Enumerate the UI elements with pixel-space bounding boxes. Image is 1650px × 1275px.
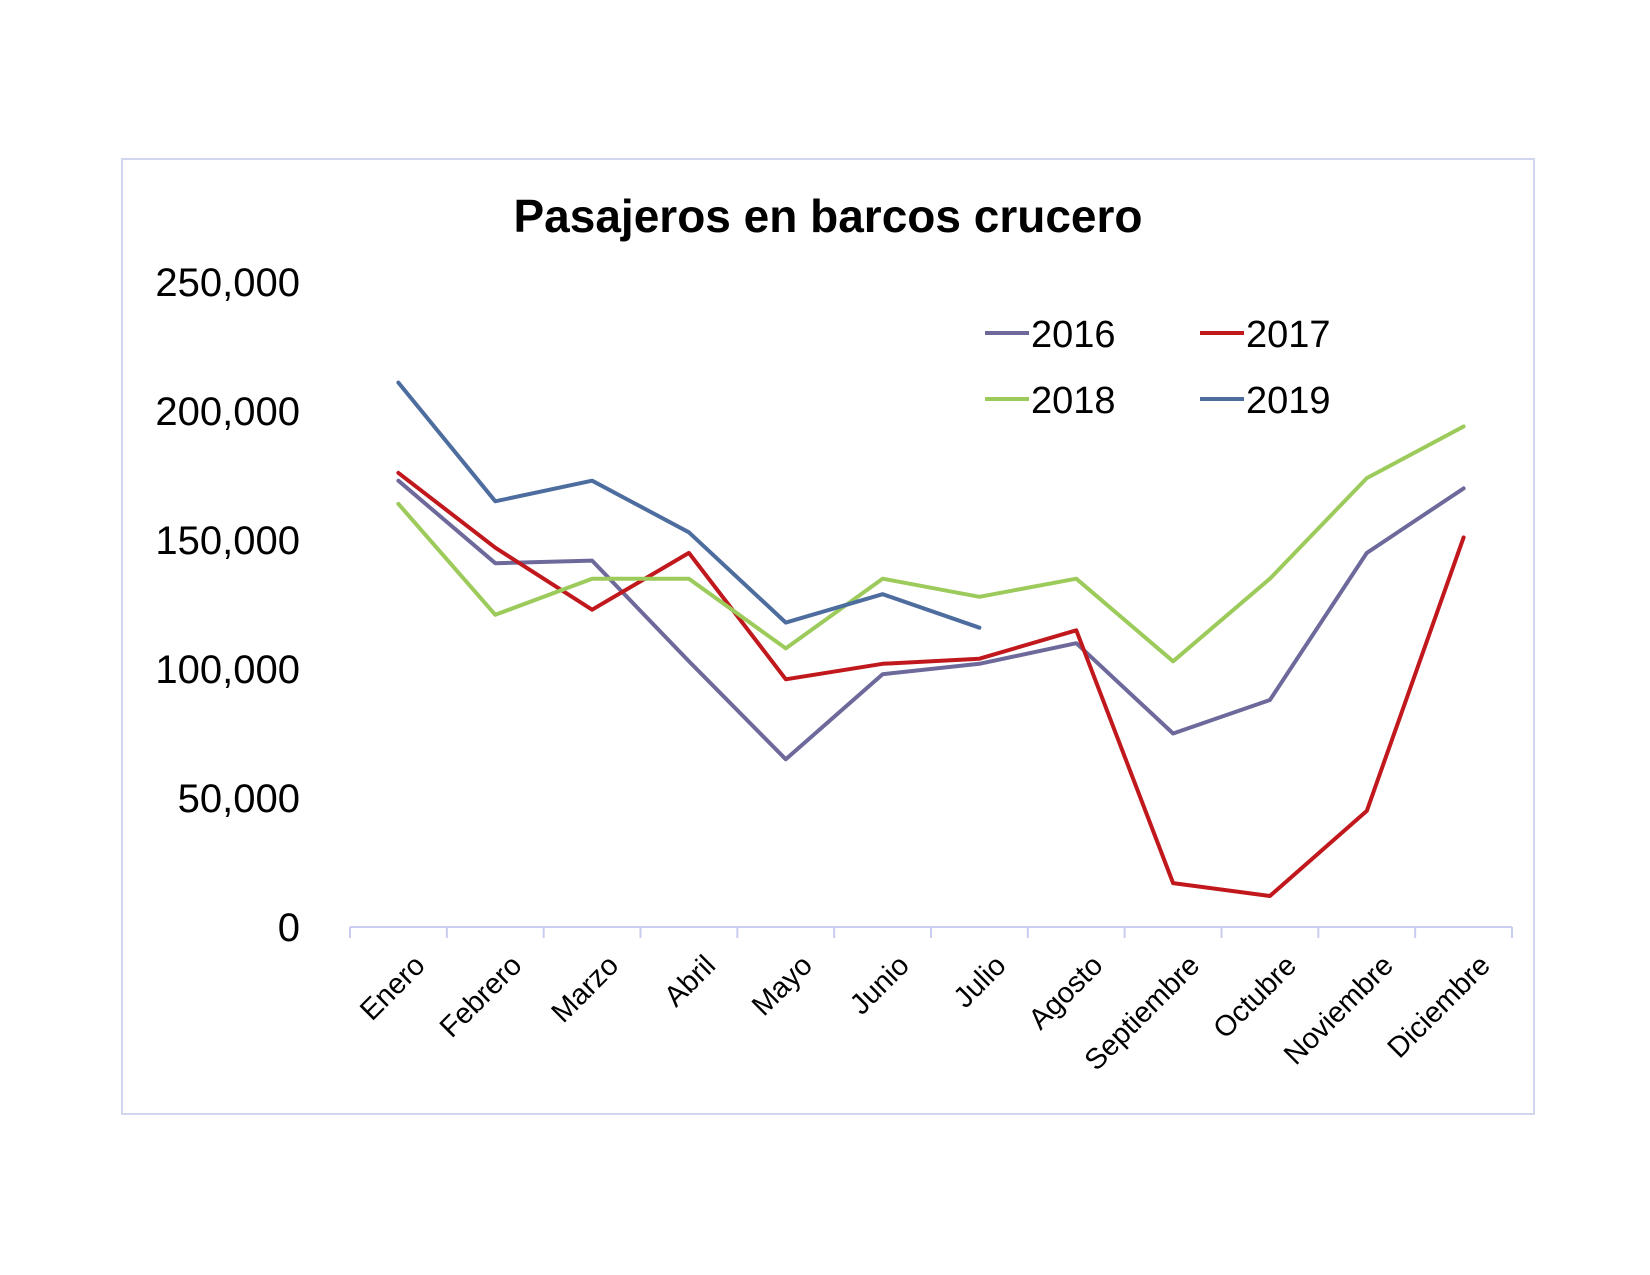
legend-label-2017: 2017	[1246, 314, 1331, 356]
x-tick-label: Enero	[354, 949, 431, 1026]
legend: 2016 2017 2018 2019	[985, 314, 1331, 422]
series-line-2017	[396, 470, 1466, 898]
y-tick-label: 200,000	[155, 390, 300, 434]
x-tick-label: Junio	[844, 949, 916, 1021]
legend-label-2018: 2018	[1031, 380, 1116, 422]
y-tick-label: 250,000	[155, 261, 300, 305]
x-tick-label: Mayo	[746, 949, 819, 1022]
series-line-2018	[396, 424, 1466, 664]
series-line-2019	[396, 380, 982, 630]
x-tick-label: Julio	[948, 949, 1013, 1014]
x-tick-label: Marzo	[546, 949, 626, 1029]
x-tick-label: Diciembre	[1382, 949, 1497, 1064]
legend-label-2016: 2016	[1031, 314, 1116, 356]
chart-title: Pasajeros en barcos crucero	[514, 190, 1143, 242]
x-tick-label: Octubre	[1207, 949, 1303, 1045]
x-tick-label: Febrero	[434, 949, 528, 1043]
y-tick-label: 150,000	[155, 519, 300, 563]
y-tick-label: 0	[278, 906, 300, 950]
y-tick-label: 100,000	[155, 648, 300, 692]
chart-frame	[121, 158, 1535, 1115]
x-tick-label: Abril	[658, 949, 722, 1013]
series-line-2016	[396, 478, 1466, 762]
legend-label-2019: 2019	[1246, 380, 1331, 422]
series-lines	[396, 380, 1466, 898]
x-tick-label: Agosto	[1023, 949, 1109, 1035]
y-tick-label: 50,000	[178, 777, 300, 821]
